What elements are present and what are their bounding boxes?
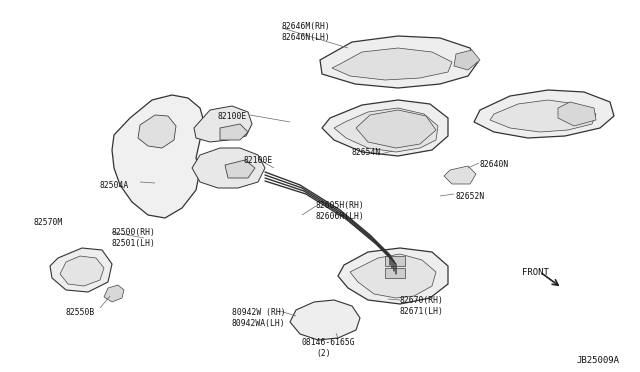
- Text: 82671(LH): 82671(LH): [400, 307, 444, 316]
- Text: 82654N: 82654N: [352, 148, 381, 157]
- Polygon shape: [104, 285, 124, 302]
- Text: 82500(RH): 82500(RH): [112, 228, 156, 237]
- Polygon shape: [332, 48, 452, 80]
- Text: 82646N(LH): 82646N(LH): [282, 33, 331, 42]
- Polygon shape: [350, 254, 436, 298]
- Text: JB25009A: JB25009A: [576, 356, 619, 365]
- Polygon shape: [356, 110, 436, 148]
- Text: 82646M(RH): 82646M(RH): [282, 22, 331, 31]
- Polygon shape: [112, 95, 204, 218]
- Text: 82605H(RH): 82605H(RH): [316, 201, 365, 210]
- Text: 82640N: 82640N: [480, 160, 509, 169]
- Polygon shape: [290, 300, 360, 340]
- Polygon shape: [474, 90, 614, 138]
- Polygon shape: [225, 160, 255, 178]
- Text: 82652N: 82652N: [456, 192, 485, 201]
- Text: 82570M: 82570M: [34, 218, 63, 227]
- Text: 82501(LH): 82501(LH): [112, 239, 156, 248]
- Text: 82504A: 82504A: [100, 181, 129, 190]
- Polygon shape: [490, 100, 596, 132]
- Polygon shape: [192, 148, 265, 188]
- Text: (2): (2): [316, 349, 331, 358]
- Polygon shape: [50, 248, 112, 292]
- Text: FRONT: FRONT: [522, 268, 549, 277]
- Bar: [385, 256, 405, 266]
- Polygon shape: [454, 50, 480, 70]
- Polygon shape: [194, 106, 252, 142]
- Text: 82670(RH): 82670(RH): [400, 296, 444, 305]
- Text: 82606H(LH): 82606H(LH): [316, 212, 365, 221]
- Polygon shape: [138, 115, 176, 148]
- Text: 82100E: 82100E: [218, 112, 247, 121]
- Text: 80942WA(LH): 80942WA(LH): [232, 319, 285, 328]
- Polygon shape: [444, 166, 476, 184]
- Polygon shape: [338, 248, 448, 304]
- Polygon shape: [558, 102, 596, 126]
- Text: 82550B: 82550B: [66, 308, 95, 317]
- Polygon shape: [320, 36, 478, 88]
- Text: 08146-6165G: 08146-6165G: [302, 338, 356, 347]
- Text: 82100E: 82100E: [243, 156, 272, 165]
- Bar: [385, 268, 405, 278]
- Polygon shape: [220, 124, 248, 140]
- Polygon shape: [60, 256, 104, 286]
- Polygon shape: [322, 100, 448, 156]
- Polygon shape: [334, 108, 438, 152]
- Text: 80942W (RH): 80942W (RH): [232, 308, 285, 317]
